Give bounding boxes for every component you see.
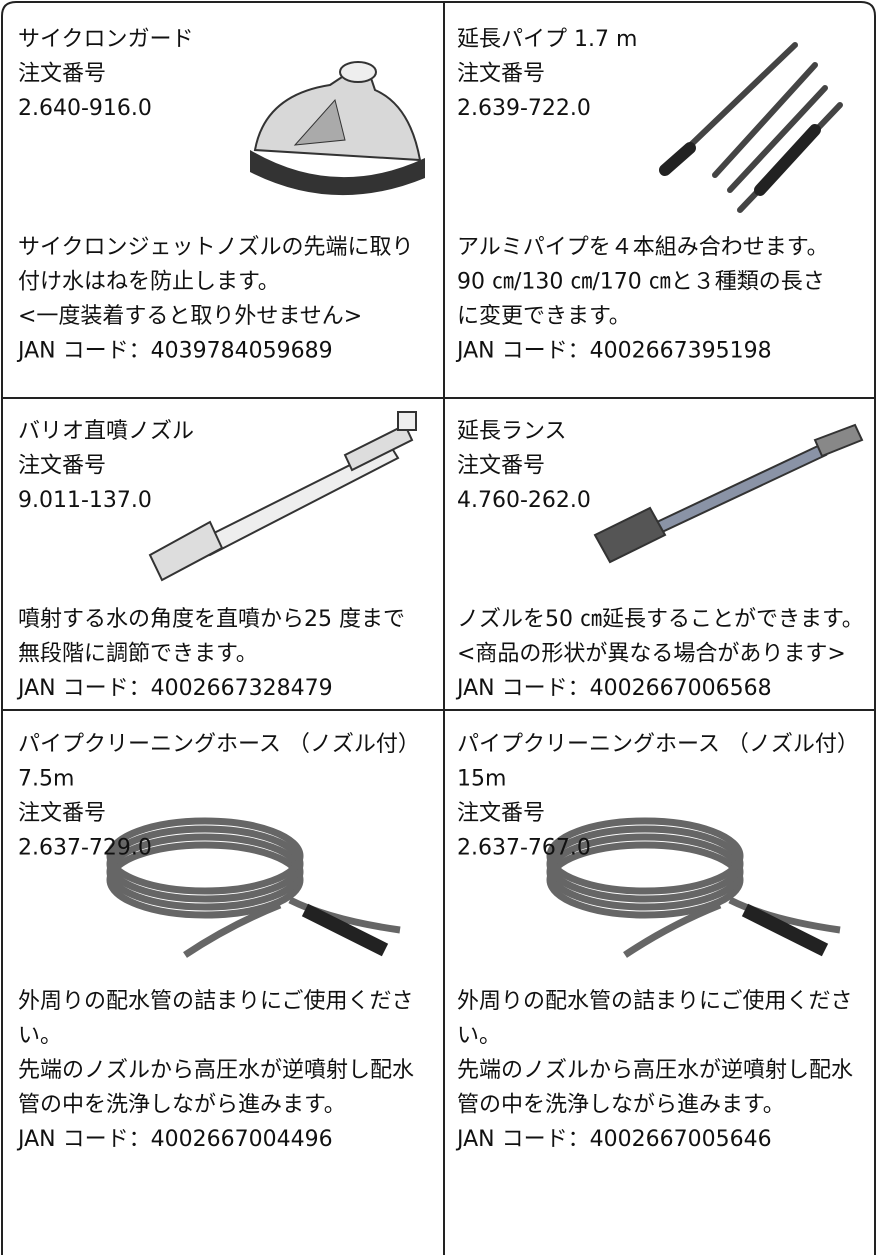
item-description-line: JAN コード：4002667328479 [16,676,333,701]
item-description-line: 外周りの配水管の詰まりにご使用くださ [457,989,853,1014]
item-description-line: い。 [457,1024,501,1049]
item-title: パイプクリーニングホース （ノズル付） [18,732,420,757]
item-description-line: <一度装着すると取り外せません> [18,304,362,329]
item-title: サイクロンガード [18,27,194,52]
item-title: 延長ランス [457,419,567,444]
item-description-line: サイクロンジェットノズルの先端に取り [18,235,414,260]
item-header-line: 注文番号 [457,801,545,826]
item-header-line: 4.760-262.0 [457,488,591,513]
item-description-line: JAN コード：4002667005646 [455,1127,772,1152]
extension-lance-image [593,423,864,564]
extension-pipe-image [659,42,843,213]
item-description-line: 無段階に調節できます。 [18,642,258,667]
hose-image [106,817,401,958]
item-description-line: い。 [18,1024,62,1049]
item-description-line: 管の中を洗浄しながら進みます。 [18,1093,346,1118]
cyclone-guard-image [250,61,425,196]
item-description-line: 管の中を洗浄しながら進みます。 [457,1093,785,1118]
item-header-line: 2.640-916.0 [18,96,152,121]
item-description-line: ノズルを50 ㎝延長することができます。 [457,607,864,632]
item-title: バリオ直噴ノズル [18,419,194,444]
item-header-line: 15m [457,767,506,792]
item-header-line: 2.637-729.0 [18,836,152,861]
item-title: 延長パイプ 1.7 m [457,27,637,52]
item-description-line: アルミパイプを４本組み合わせます。 [457,235,829,260]
item-description-line: 噴射する水の角度を直噴から25 度まで [18,607,405,632]
item-header-line: 2.639-722.0 [457,96,591,121]
item-header-line: 注文番号 [18,454,106,479]
item-header-line: 2.637-767.0 [457,836,591,861]
item-header-line: 注文番号 [18,62,106,87]
item-header-line: 9.011-137.0 [18,488,152,513]
item-description-line: JAN コード：4002667004496 [16,1127,333,1152]
item-header-line: 7.5m [18,767,74,792]
item-header-line: 注文番号 [457,62,545,87]
item-description-line: JAN コード：4039784059689 [16,339,333,364]
item-title: パイプクリーニングホース （ノズル付） [457,732,859,757]
item-description-line: <商品の形状が異なる場合があります> [457,642,846,667]
hose-image [546,817,841,958]
vario-nozzle-image [148,411,417,582]
item-description-line: JAN コード：4002667006568 [455,676,772,701]
item-description-line: 外周りの配水管の詰まりにご使用くださ [18,989,414,1014]
item-description-line: 先端のノズルから高圧水が逆噴射し配水 [18,1058,414,1083]
item-description-line: 先端のノズルから高圧水が逆噴射し配水 [457,1058,853,1083]
item-description-line: に変更できます。 [457,304,631,329]
item-description-line: JAN コード：4002667395198 [455,339,772,364]
item-description-line: 付け水はねを防止します。 [18,270,280,295]
item-description-line: 90 ㎝/130 ㎝/170 ㎝と３種類の長さ [457,270,825,295]
item-header-line: 注文番号 [457,454,545,479]
item-header-line: 注文番号 [18,801,106,826]
